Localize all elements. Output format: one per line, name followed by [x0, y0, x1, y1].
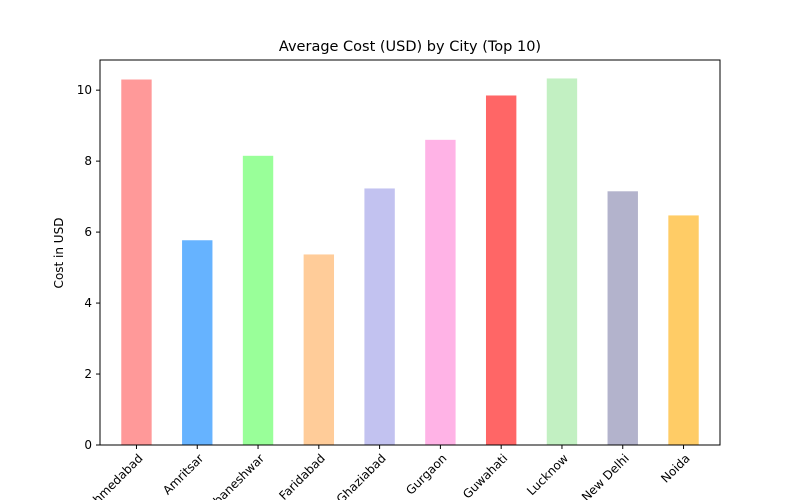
x-tick-label: Lucknow: [524, 451, 571, 498]
chart-title: Average Cost (USD) by City (Top 10): [279, 39, 541, 55]
y-tick-label: 6: [84, 225, 92, 239]
bar-faridabad: [303, 254, 335, 445]
y-tick-label: 2: [84, 367, 92, 381]
bar-guwahati: [485, 95, 517, 445]
x-tick-label: Gurgaon: [403, 451, 449, 497]
bars-group: [121, 78, 699, 446]
x-tick-label: Ghaziabad: [334, 451, 389, 500]
bar-new-delhi: [607, 191, 638, 445]
y-tick-label: 0: [84, 438, 92, 452]
y-tick-label: 8: [84, 154, 92, 168]
bar-noida: [668, 215, 699, 445]
bar-bhubaneshwar: [242, 155, 274, 445]
x-tick-label: Ahmedabad: [84, 451, 145, 500]
y-axis-ticks: 0 2 4 6 8 10: [77, 83, 100, 452]
x-tick-label: Guwahati: [460, 451, 510, 500]
bar-amritsar: [182, 240, 213, 445]
x-tick-label: Faridabad: [276, 451, 328, 500]
y-axis-label: Cost in USD: [52, 218, 66, 289]
bar-ahmedabad: [121, 79, 152, 446]
bar-lucknow: [546, 78, 578, 446]
bar-ghaziabad: [364, 188, 395, 446]
y-tick-label: 10: [77, 83, 92, 97]
bar-gurgaon: [425, 139, 456, 445]
x-tick-label: Bhubaneshwar: [194, 451, 267, 500]
x-tick-label: New Delhi: [579, 451, 632, 500]
plot-area-frame: [99, 59, 721, 446]
x-tick-label: Amritsar: [160, 451, 206, 497]
x-tick-label: Noida: [658, 451, 692, 485]
y-tick-label: 4: [84, 296, 92, 310]
